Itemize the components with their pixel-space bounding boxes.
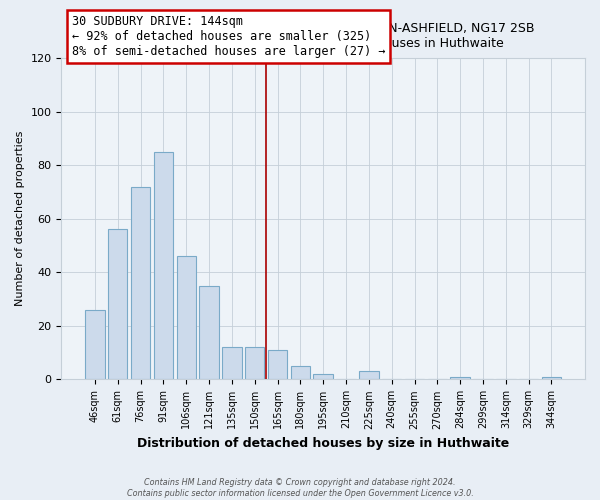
Bar xyxy=(313,374,333,380)
Bar xyxy=(199,286,219,380)
Bar xyxy=(290,366,310,380)
Y-axis label: Number of detached properties: Number of detached properties xyxy=(15,131,25,306)
Bar xyxy=(359,372,379,380)
Bar xyxy=(542,377,561,380)
Bar xyxy=(154,152,173,380)
Title: 30, SUDBURY DRIVE, HUTHWAITE, SUTTON-IN-ASHFIELD, NG17 2SB
Size of property rela: 30, SUDBURY DRIVE, HUTHWAITE, SUTTON-IN-… xyxy=(112,22,535,50)
Bar xyxy=(245,348,265,380)
Bar xyxy=(268,350,287,380)
Bar xyxy=(108,230,127,380)
Text: Contains HM Land Registry data © Crown copyright and database right 2024.
Contai: Contains HM Land Registry data © Crown c… xyxy=(127,478,473,498)
Bar xyxy=(176,256,196,380)
Text: 30 SUDBURY DRIVE: 144sqm
← 92% of detached houses are smaller (325)
8% of semi-d: 30 SUDBURY DRIVE: 144sqm ← 92% of detach… xyxy=(72,15,385,58)
Bar xyxy=(85,310,104,380)
Bar xyxy=(451,377,470,380)
X-axis label: Distribution of detached houses by size in Huthwaite: Distribution of detached houses by size … xyxy=(137,437,509,450)
Bar xyxy=(222,348,242,380)
Bar xyxy=(131,186,150,380)
